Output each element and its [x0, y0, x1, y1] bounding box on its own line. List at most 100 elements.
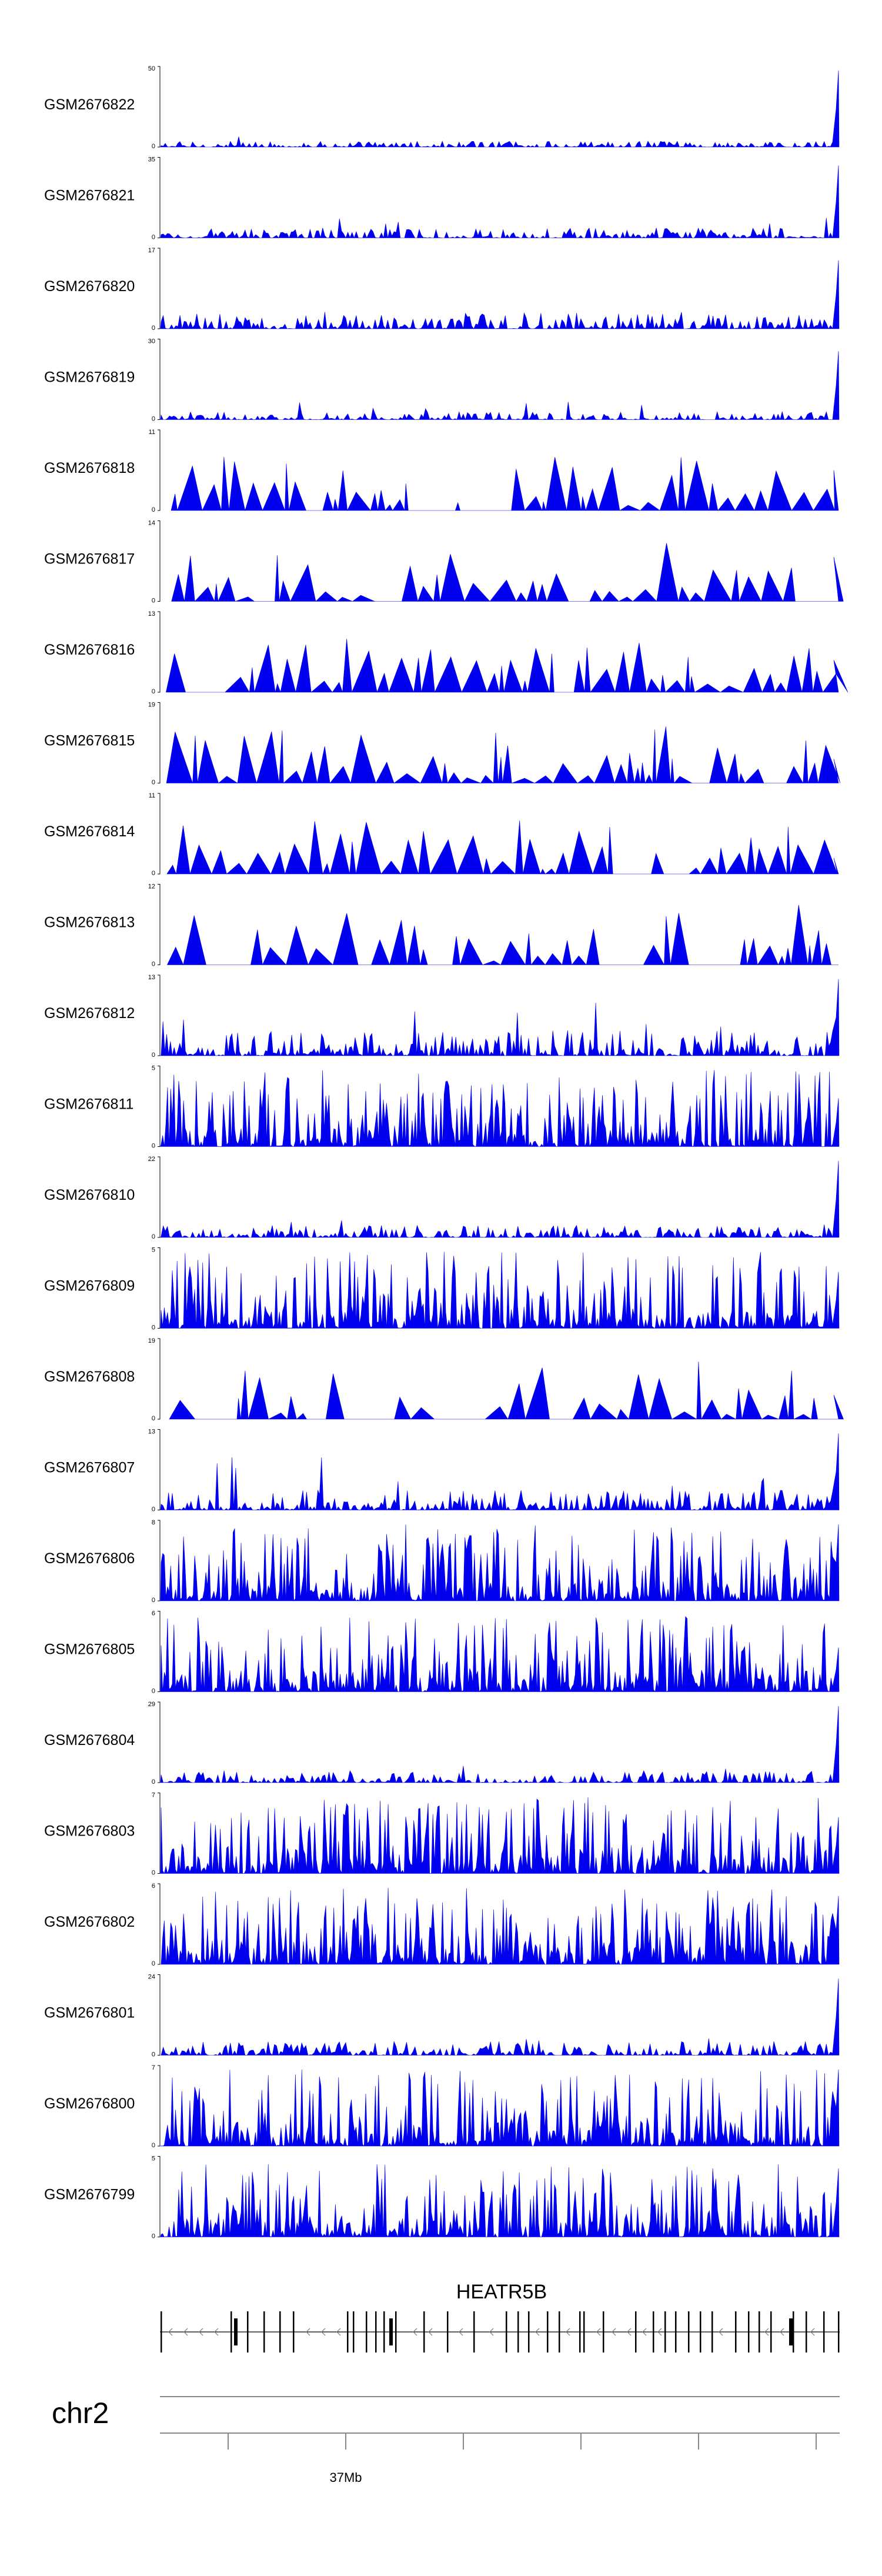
coverage-area	[160, 979, 840, 1057]
gene-model	[160, 2311, 840, 2353]
gene-exon	[559, 2311, 560, 2353]
coverage-area	[171, 456, 839, 512]
y-axis	[158, 611, 161, 693]
y-min-label: 0	[152, 2142, 155, 2149]
gene-exon	[528, 2311, 530, 2353]
track-GSM2676816: GSM2676816 13 0	[44, 610, 848, 695]
track-label: GSM2676810	[44, 1187, 135, 1203]
track-label: GSM2676805	[44, 1641, 135, 1658]
y-max-label: 35	[148, 156, 155, 163]
gene-exon	[759, 2311, 760, 2353]
coverage-area	[160, 2069, 840, 2147]
track-label: GSM2676803	[44, 1823, 135, 1840]
strand-arrow	[489, 2328, 494, 2336]
strand-arrow	[459, 2328, 463, 2336]
track-GSM2676810: GSM2676810 22 0	[44, 1156, 840, 1240]
y-max-label: 22	[148, 1156, 155, 1163]
strand-arrow	[719, 2328, 723, 2336]
track-label: GSM2676808	[44, 1369, 135, 1385]
gene-exon	[675, 2311, 677, 2353]
y-max-label: 8	[152, 1519, 155, 1526]
axis-tick-label: 37Mb	[329, 2470, 362, 2485]
y-max-label: 7	[152, 2064, 155, 2071]
y-axis	[158, 1611, 161, 1692]
y-max-label: 6	[152, 1883, 155, 1890]
coverage-area	[160, 260, 840, 330]
y-axis	[158, 520, 161, 602]
strand-arrow	[413, 2328, 417, 2336]
track-label: GSM2676821	[44, 188, 135, 204]
gene-exon	[517, 2311, 519, 2353]
y-max-label: 13	[148, 974, 155, 981]
strand-arrow	[764, 2328, 769, 2336]
y-axis	[158, 2156, 161, 2237]
strand-arrow	[168, 2328, 173, 2336]
gene-exon	[806, 2311, 807, 2353]
gene-exon	[793, 2311, 794, 2353]
y-axis	[158, 1883, 161, 1965]
y-min-label: 0	[152, 1778, 155, 1786]
coverage-area	[171, 543, 844, 602]
track-GSM2676806: GSM2676806 8 0	[44, 1519, 840, 1604]
coverage-area	[160, 1616, 840, 1693]
gene-exon	[688, 2311, 690, 2353]
track-GSM2676801: GSM2676801 24 0	[44, 1974, 840, 2058]
y-max-label: 11	[149, 429, 155, 436]
gene-exon	[823, 2311, 825, 2353]
gene-exon	[770, 2311, 772, 2353]
gene-exon	[383, 2311, 385, 2353]
y-axis	[158, 1793, 161, 1874]
y-min-label: 0	[152, 2233, 155, 2240]
gene-track: HEATR5B	[160, 2281, 840, 2353]
y-max-label: 29	[148, 1701, 155, 1708]
gene-exon	[506, 2311, 507, 2353]
strand-arrow	[321, 2328, 326, 2336]
track-GSM2676811: GSM2676811 5 0	[44, 1065, 840, 1150]
gene-exon	[234, 2318, 238, 2345]
coverage-area	[161, 1978, 840, 2056]
strand-arrow	[612, 2328, 616, 2336]
gene-exon	[353, 2311, 355, 2353]
y-axis	[158, 429, 161, 511]
y-axis	[158, 884, 161, 965]
y-min-label: 0	[152, 961, 155, 968]
strand-arrow	[596, 2328, 601, 2336]
strand-arrow	[183, 2328, 188, 2336]
y-max-label: 13	[148, 1429, 155, 1436]
y-min-label: 0	[152, 234, 155, 241]
y-min-label: 0	[152, 779, 155, 786]
gene-exon	[347, 2311, 349, 2353]
gene-exon	[748, 2311, 750, 2353]
track-GSM2676814: GSM2676814 11 0	[44, 792, 839, 877]
coverage-area	[160, 165, 840, 239]
coverage-area	[166, 726, 841, 784]
y-max-label: 6	[152, 1610, 155, 1617]
coverage-area	[160, 2164, 840, 2238]
y-min-label: 0	[152, 1597, 155, 1604]
chromosome-label: chr2	[52, 2397, 109, 2430]
track-label: GSM2676799	[44, 2187, 135, 2203]
gene-exon	[395, 2311, 397, 2353]
strand-arrow	[627, 2328, 632, 2336]
track-label: GSM2676818	[44, 460, 135, 476]
y-min-label: 0	[152, 1052, 155, 1059]
track-label: GSM2676807	[44, 1460, 135, 1476]
gene-exon	[230, 2311, 232, 2353]
strand-arrow	[535, 2328, 540, 2336]
y-max-label: 11	[149, 792, 155, 799]
strand-arrow	[810, 2328, 815, 2336]
track-label: GSM2676802	[44, 1914, 135, 1930]
axis-ticks	[228, 2433, 817, 2450]
y-max-label: 5	[152, 1065, 155, 1072]
gene-exon	[263, 2311, 265, 2353]
track-label: GSM2676806	[44, 1550, 135, 1567]
track-GSM2676820: GSM2676820 17 0	[44, 247, 840, 332]
gene-exon	[579, 2311, 581, 2353]
gene-exon	[423, 2311, 425, 2353]
gene-exon	[375, 2311, 377, 2353]
track-GSM2676817: GSM2676817 14 0	[44, 520, 844, 605]
gene-exon	[161, 2311, 162, 2353]
y-max-label: 50	[148, 65, 155, 72]
track-GSM2676799: GSM2676799 5 0	[44, 2155, 840, 2240]
coverage-area	[160, 1160, 840, 1239]
